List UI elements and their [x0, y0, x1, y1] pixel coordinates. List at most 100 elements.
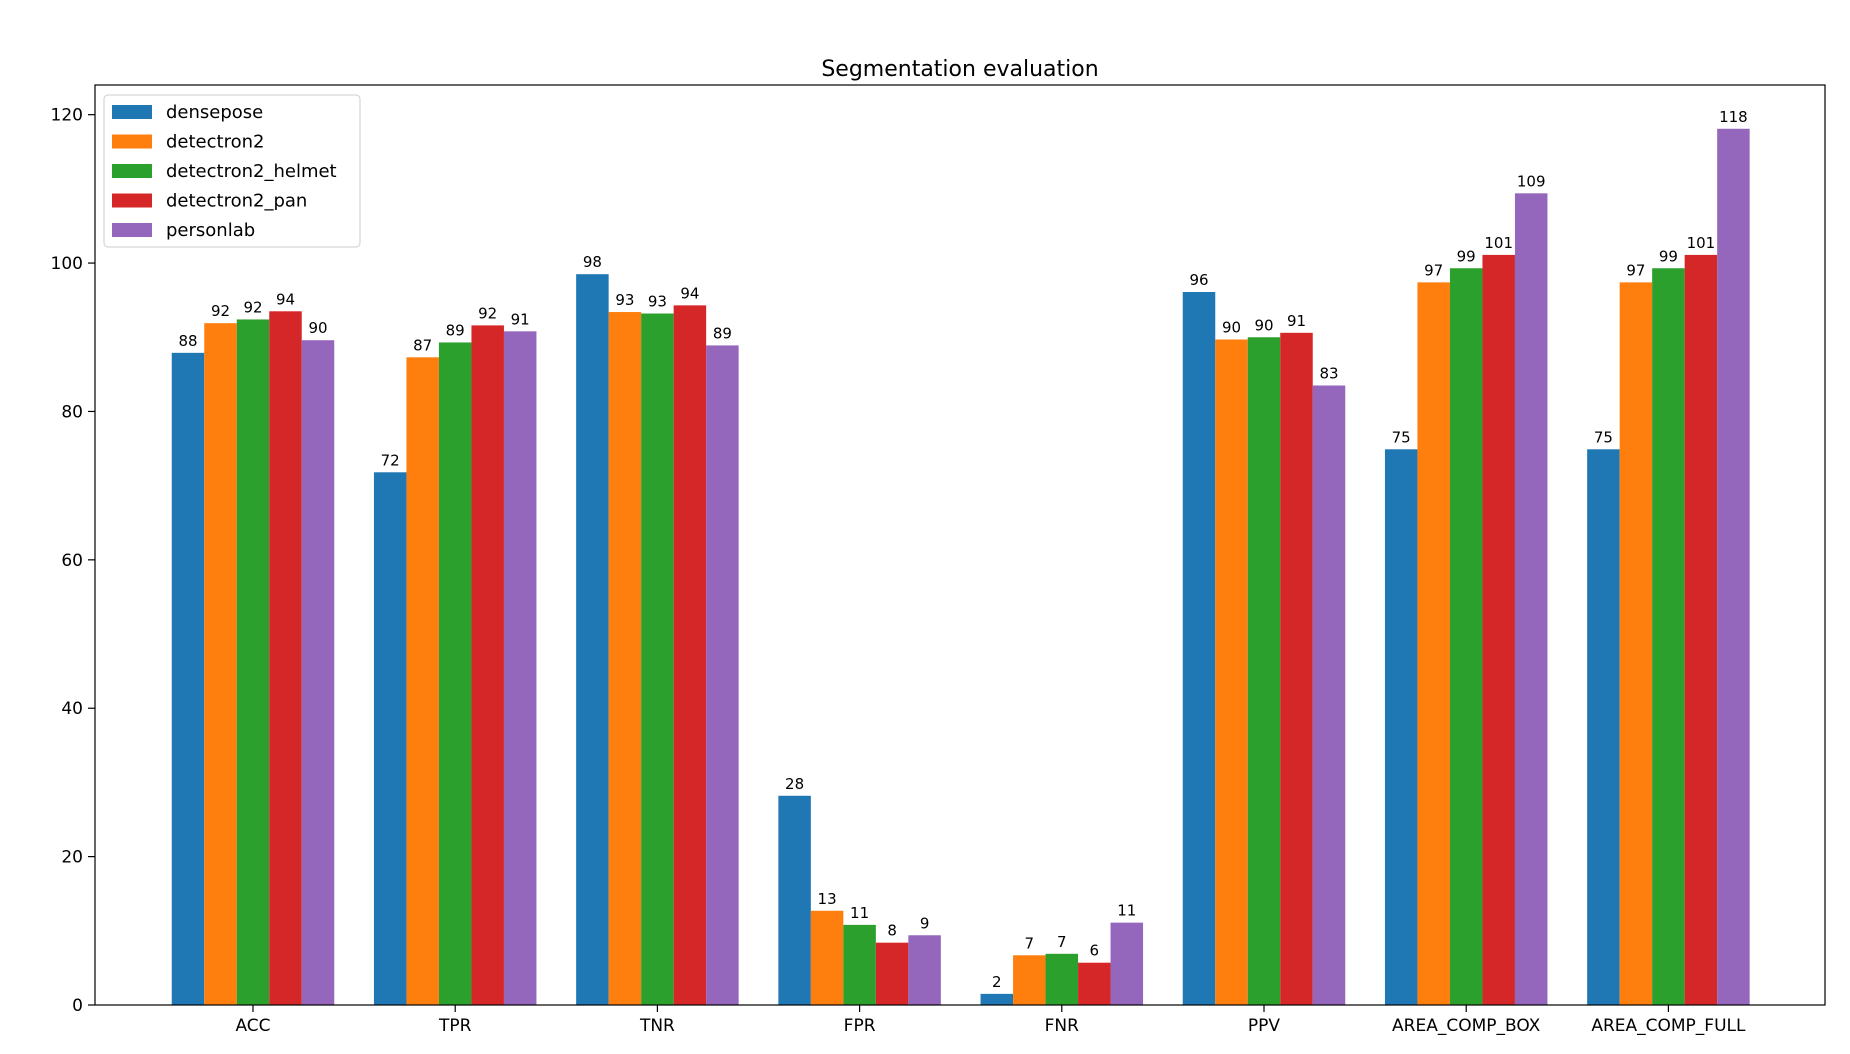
bar-detectron2-helmet-area-comp-box [1449, 268, 1483, 1005]
x-tick-label-fnr: FNR [1045, 1016, 1079, 1036]
value-label: 99 [1457, 247, 1476, 265]
bar-personlab-fnr [1110, 922, 1144, 1005]
bar-detectron2-helmet-tpr [438, 342, 472, 1005]
y-tick-label: 120 [51, 106, 83, 126]
value-label: 98 [583, 253, 602, 271]
value-label: 96 [1189, 271, 1208, 289]
value-label: 90 [1254, 316, 1273, 334]
chart-title: Segmentation evaluation [821, 57, 1098, 82]
legend-swatch-detectron2-helmet [112, 164, 152, 178]
y-tick-label: 20 [61, 848, 83, 868]
value-label: 7 [1025, 934, 1035, 952]
bar-densepose-ppv [1182, 292, 1216, 1005]
legend-swatch-detectron2-pan [112, 193, 152, 208]
bar-detectron2-fpr [810, 910, 844, 1005]
bar-detectron2-pan-fnr [1078, 962, 1111, 1005]
bar-detectron2-tnr [608, 312, 642, 1006]
bar-personlab-area-comp-full [1717, 128, 1750, 1006]
legend-label-detectron2-helmet: detectron2_helmet [166, 161, 337, 182]
y-tick-label: 60 [61, 551, 83, 571]
value-label: 75 [1594, 428, 1613, 446]
value-label: 2 [992, 973, 1002, 991]
y-tick-label: 0 [72, 996, 83, 1016]
bar-detectron2-pan-tpr [471, 325, 504, 1005]
value-label: 92 [478, 304, 497, 322]
value-label: 94 [680, 284, 699, 302]
value-label: 72 [381, 451, 400, 469]
legend-swatch-detectron2 [112, 134, 152, 149]
value-label: 101 [1484, 234, 1513, 252]
bar-detectron2-pan-area-comp-box [1482, 254, 1515, 1006]
legend-label-detectron2-pan: detectron2_pan [166, 191, 307, 212]
y-tick-label: 40 [61, 699, 83, 719]
value-label: 8 [887, 922, 897, 940]
value-label: 11 [850, 904, 869, 922]
bar-detectron2-acc [204, 323, 237, 1006]
bar-densepose-acc [171, 352, 205, 1005]
legend-swatch-personlab [112, 223, 152, 237]
bar-personlab-fpr [908, 935, 941, 1005]
value-label: 109 [1517, 172, 1546, 190]
bar-densepose-area-comp-box [1384, 449, 1418, 1006]
value-label: 89 [446, 321, 465, 339]
value-label: 93 [648, 293, 667, 311]
value-label: 11 [1117, 902, 1136, 920]
y-tick-label: 100 [51, 254, 83, 274]
value-label: 89 [713, 324, 732, 342]
bar-detectron2-area-comp-box [1417, 282, 1450, 1005]
bar-detectron2-helmet-ppv [1247, 337, 1281, 1005]
bar-detectron2-helmet-tnr [641, 313, 674, 1006]
x-tick-label-fpr: FPR [844, 1016, 876, 1036]
legend: densepose detectron2 detectron2_helmetdete… [103, 94, 361, 248]
bar-personlab-tpr [503, 331, 537, 1005]
bar-detectron2-pan-area-comp-full [1684, 254, 1718, 1006]
value-label: 90 [308, 319, 327, 337]
value-label: 91 [1287, 312, 1306, 330]
value-label: 13 [818, 890, 837, 908]
value-label: 28 [785, 775, 804, 793]
value-label: 92 [211, 302, 230, 320]
bar-detectron2-helmet-acc [236, 319, 270, 1005]
legend-swatch-densepose [112, 105, 152, 119]
bar-personlab-ppv [1312, 385, 1346, 1005]
value-label: 7 [1057, 933, 1067, 951]
x-tick-label-ppv: PPV [1248, 1016, 1281, 1036]
value-label: 88 [178, 332, 197, 350]
y-tick-label: 80 [61, 402, 83, 422]
x-tick-label-acc: ACC [235, 1016, 270, 1036]
value-label: 97 [1626, 261, 1645, 279]
value-label: 90 [1222, 318, 1241, 336]
x-tick-label-tpr: TPR [438, 1016, 472, 1036]
x-tick-label-tnr: TNR [639, 1016, 675, 1036]
bar-densepose-tpr [373, 472, 407, 1006]
value-label: 6 [1090, 942, 1100, 960]
bar-detectron2-pan-ppv [1280, 332, 1313, 1005]
legend-label-personlab: personlab [166, 220, 255, 241]
bar-densepose-fnr [980, 993, 1014, 1005]
bar-detectron2-helmet-fnr [1045, 953, 1079, 1005]
value-label: 94 [276, 290, 295, 308]
axes-frame [94, 84, 1826, 1006]
bar-personlab-area-comp-box [1514, 193, 1548, 1006]
value-label: 99 [1659, 247, 1678, 265]
value-label: 9 [920, 914, 930, 932]
bar-detectron2-fnr [1013, 955, 1046, 1005]
legend-label-densepose: densepose [166, 102, 263, 123]
value-label: 92 [243, 298, 262, 316]
bar-detectron2-ppv [1215, 339, 1248, 1005]
value-label: 75 [1392, 428, 1411, 446]
x-tick-label-area-comp-box: AREA_COMP_BOX [1392, 1016, 1541, 1036]
legend-box [103, 94, 361, 248]
legend-label-detectron2: detectron2 [166, 132, 264, 153]
bar-densepose-fpr [778, 795, 811, 1005]
bar-detectron2-helmet-fpr [843, 924, 876, 1005]
bar-detectron2-tpr [406, 357, 439, 1006]
bar-densepose-area-comp-full [1587, 449, 1620, 1006]
value-label: 87 [413, 336, 432, 354]
bar-personlab-acc [301, 340, 335, 1005]
value-label: 101 [1687, 234, 1716, 252]
x-tick-label-area-comp-full: AREA_COMP_FULL [1591, 1016, 1746, 1036]
bar-detectron2-area-comp-full [1619, 282, 1653, 1005]
